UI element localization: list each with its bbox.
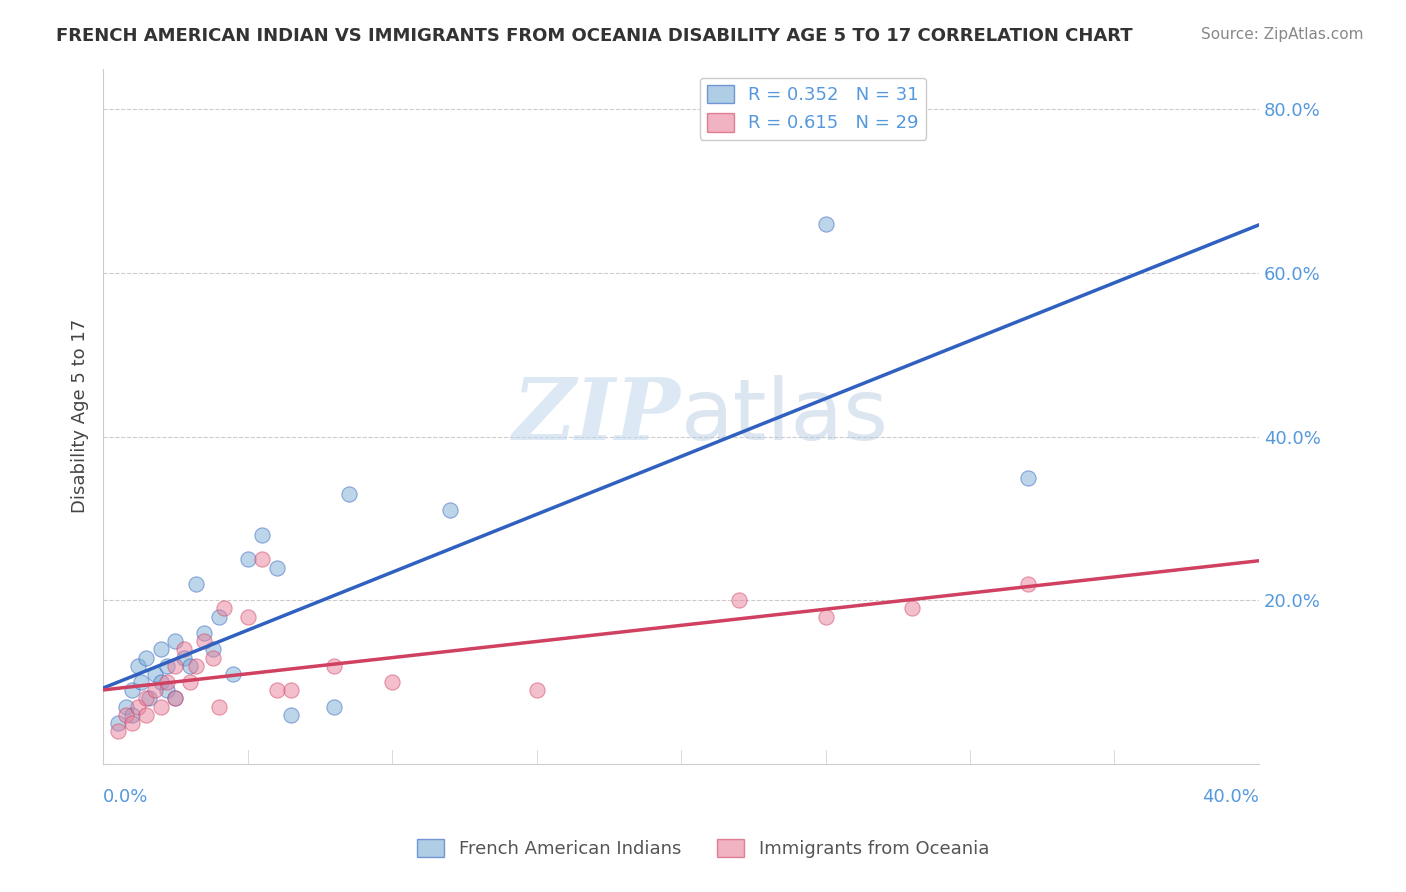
Point [814,217,837,231]
Point [165,691,187,706]
Text: 40.0%: 40.0% [1202,789,1258,806]
Point [901,601,924,615]
Point [115,699,138,714]
Point [165,634,187,648]
Point [143,666,166,681]
Point [173,650,195,665]
Point [208,699,231,714]
Text: atlas: atlas [681,375,889,458]
Point [156,683,179,698]
Point [193,626,215,640]
Point [143,683,166,698]
Text: Source: ZipAtlas.com: Source: ZipAtlas.com [1201,27,1364,42]
Point [165,658,187,673]
Point [280,683,302,698]
Point [266,560,288,574]
Point [236,552,259,566]
Point [184,577,207,591]
Y-axis label: Disability Age 5 to 17: Disability Age 5 to 17 [72,319,89,513]
Point [201,650,224,665]
Point [222,666,245,681]
Text: 0.0%: 0.0% [103,789,149,806]
Point [156,658,179,673]
Point [439,503,461,517]
Point [526,683,548,698]
Point [107,715,129,730]
Point [149,675,172,690]
Text: FRENCH AMERICAN INDIAN VS IMMIGRANTS FROM OCEANIA DISABILITY AGE 5 TO 17 CORRELA: FRENCH AMERICAN INDIAN VS IMMIGRANTS FRO… [56,27,1133,45]
Point [179,658,201,673]
Text: ZIP: ZIP [513,375,681,458]
Point [127,658,149,673]
Point [193,634,215,648]
Point [1017,470,1039,484]
Point [138,691,160,706]
Point [323,699,346,714]
Legend: French American Indians, Immigrants from Oceania: French American Indians, Immigrants from… [409,831,997,865]
Point [280,707,302,722]
Point [149,642,172,657]
Point [184,658,207,673]
Point [135,650,157,665]
Point [107,724,129,739]
Point [236,609,259,624]
Point [156,675,179,690]
Point [727,593,749,607]
Point [121,683,143,698]
Point [149,699,172,714]
Point [165,691,187,706]
Point [179,675,201,690]
Point [121,707,143,722]
Point [127,699,149,714]
Point [337,487,360,501]
Point [135,691,157,706]
Point [381,675,404,690]
Legend: R = 0.352   N = 31, R = 0.615   N = 29: R = 0.352 N = 31, R = 0.615 N = 29 [700,78,927,140]
Point [1017,577,1039,591]
Point [115,707,138,722]
Point [214,601,236,615]
Point [121,715,143,730]
Point [250,528,273,542]
Point [201,642,224,657]
Point [814,609,837,624]
Point [323,658,346,673]
Point [173,642,195,657]
Point [129,675,152,690]
Point [266,683,288,698]
Point [135,707,157,722]
Point [208,609,231,624]
Point [250,552,273,566]
